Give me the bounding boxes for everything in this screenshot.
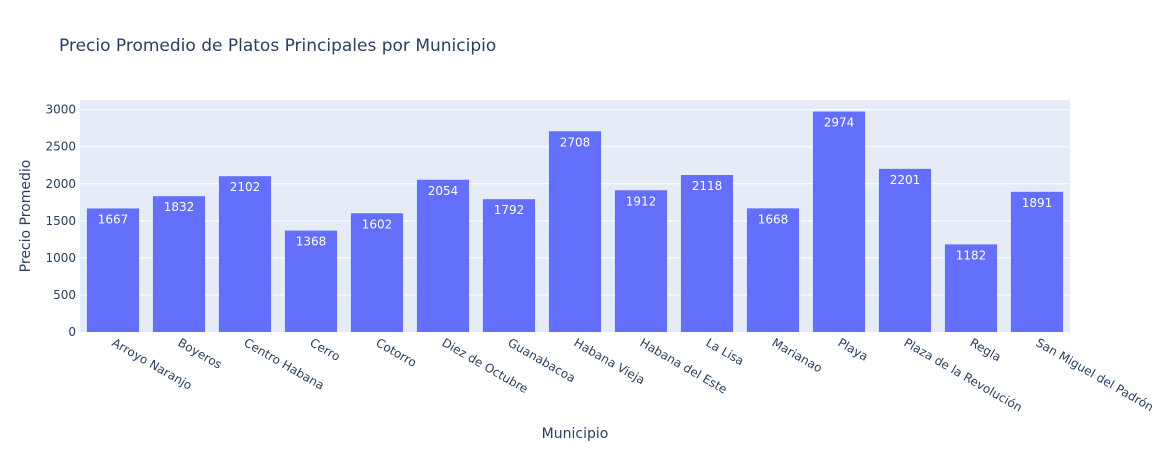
x-tick-label: San Miguel del Padrón [1034, 335, 1156, 414]
y-tick-label: 1500 [45, 214, 76, 228]
y-tick-label: 1000 [45, 251, 76, 265]
bar-value-label: 2708 [560, 135, 591, 149]
bar-value-label: 1667 [98, 212, 129, 226]
y-tick-label: 500 [53, 288, 76, 302]
bar-value-label: 1832 [164, 200, 195, 214]
y-axis-title: Precio Promedio [18, 160, 34, 273]
bar-value-label: 1792 [494, 203, 525, 217]
y-tick-label: 3000 [45, 103, 76, 117]
bar [614, 190, 668, 332]
bar [548, 131, 602, 332]
x-tick-label: Cerro [308, 335, 343, 363]
bar [152, 196, 206, 332]
x-tick-label: Plaza de la Revolución [902, 335, 1025, 414]
bar [680, 175, 734, 332]
bar-value-label: 2118 [692, 179, 723, 193]
bar-value-label: 2054 [428, 184, 459, 198]
bar-value-label: 1368 [296, 235, 327, 249]
y-tick-label: 2000 [45, 177, 76, 191]
bar-value-label: 2974 [824, 116, 855, 130]
bar-value-labels: 1667 1832 2102 1368 1602 2054 1792 2708 1912 2118… [98, 116, 1053, 263]
bar-value-label: 1912 [626, 194, 657, 208]
bar-value-label: 1891 [1022, 196, 1053, 210]
bar [812, 111, 866, 332]
bar-value-label: 1668 [758, 212, 789, 226]
x-tick-label: La Lisa [704, 335, 747, 368]
bar [746, 208, 800, 332]
bar [878, 168, 932, 332]
x-axis-title: Municipio [542, 426, 609, 442]
x-tick-label: Boyeros [176, 335, 225, 371]
x-tick-label: Cotorro [374, 335, 420, 369]
x-tick-label: Habana Vieja [572, 335, 648, 387]
x-tick-label: Marianao [770, 335, 825, 375]
bars [86, 111, 1064, 332]
y-tick-label: 0 [68, 325, 76, 339]
x-tick-label: Regla [968, 335, 1004, 364]
y-axis-ticks: 0 500 1000 1500 2000 2500 3000 [45, 103, 76, 339]
bar [284, 230, 338, 332]
bar [482, 199, 536, 332]
bar-value-label: 1602 [362, 217, 393, 231]
x-tick-label: Playa [836, 335, 871, 363]
bar-value-label: 2201 [890, 173, 921, 187]
y-tick-label: 2500 [45, 140, 76, 154]
bar-value-label: 1182 [956, 248, 987, 262]
bar [350, 213, 404, 332]
chart-title: Precio Promedio de Platos Principales po… [59, 36, 496, 56]
bar [416, 179, 470, 332]
bar-value-label: 2102 [230, 180, 261, 194]
bar [218, 176, 272, 332]
bar [86, 208, 140, 332]
bar [944, 244, 998, 332]
bar [1010, 191, 1064, 332]
